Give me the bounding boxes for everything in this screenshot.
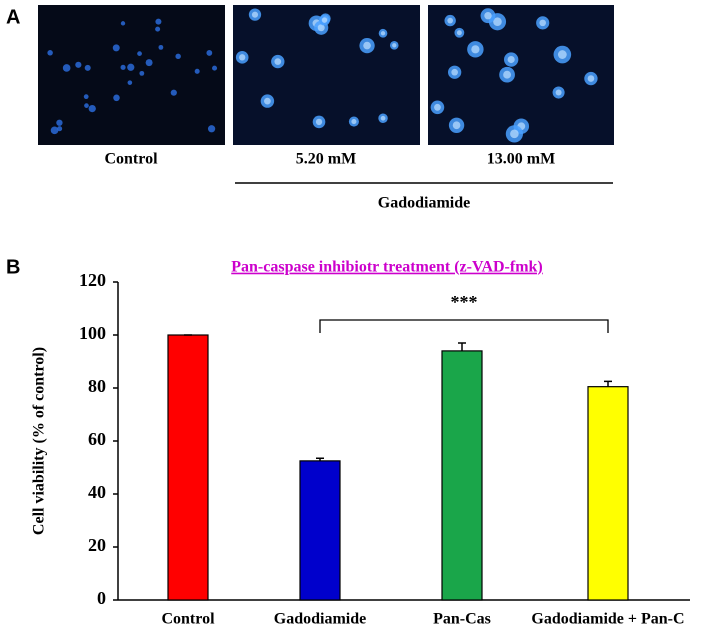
cell-core [484,12,492,20]
cell [170,89,177,96]
cell [83,94,89,100]
panel-label: A [6,6,20,28]
cell [113,94,120,102]
cell [84,64,91,71]
significance-label: *** [451,292,478,312]
cell [127,80,133,85]
image-caption: Control [104,151,158,168]
cell [155,26,161,32]
y-axis-label: Cell viability (% of control) [31,347,48,535]
cell-core [392,43,397,48]
micrograph [38,5,225,145]
cell-core [380,31,386,36]
cell-core [351,119,357,125]
cell-core [315,118,323,126]
cell-core [317,24,325,32]
cell-core [251,11,259,18]
cell [127,63,135,71]
x-tick-label: Control [161,611,215,628]
cell [158,44,164,50]
cell [57,126,63,132]
error-bar [458,342,466,351]
cell-core [274,58,282,65]
cell-core [380,115,386,121]
cell [194,68,200,74]
significance-bracket [319,319,609,333]
cell [84,103,89,108]
cell [137,51,142,57]
y-tick-label: 100 [79,323,106,343]
cell-core [264,97,271,105]
cell-core [456,30,462,36]
cell-core [587,75,595,82]
y-tick-label: 40 [88,482,106,502]
cell-core [239,54,246,61]
cell [75,61,82,68]
cell [112,44,120,52]
chart-title: Pan-caspase inhibiotr treatment (z-VAD-f… [231,259,543,276]
cell [207,125,216,133]
bar [441,350,483,601]
bar [167,334,209,601]
cell-core [363,41,371,50]
bar [587,386,629,601]
cell-core [321,17,328,23]
cell [206,50,213,56]
cell [139,70,145,76]
image-caption: 13.00 mM [487,151,555,168]
panel-label: B [6,256,20,278]
cell-core [507,55,515,64]
cell [120,21,126,26]
cell-core [447,17,454,24]
cell [56,119,63,126]
cell-core [539,19,547,27]
cell [145,59,153,67]
cell-core [451,68,458,76]
error-bar [604,380,612,387]
cell-core [471,45,480,54]
x-tick-label: Pan-Cas [433,611,491,628]
bar [299,460,341,601]
y-tick-label: 120 [79,270,106,290]
cell [88,104,96,113]
x-tick-label: Gadodiamide + Pan-C [531,611,684,628]
cell [120,64,126,70]
cell-core [557,50,567,59]
cell [212,65,218,71]
cell-core [555,89,562,96]
cell [175,53,181,60]
y-tick-label: 0 [97,588,106,608]
cell-core [493,17,502,27]
cell-core [434,103,441,111]
y-tick-label: 80 [88,376,106,396]
cell [50,126,59,135]
cell [62,64,71,72]
image-caption: 5.20 mM [296,151,356,168]
cell-core [503,70,512,79]
cell-core [510,129,519,139]
group-label: Gadodiamide [378,195,470,212]
error-bar [316,457,324,461]
y-tick-label: 20 [88,535,106,555]
cell [47,50,53,56]
cell [155,18,162,25]
cell-core [452,121,461,130]
x-tick-label: Gadodiamide [274,611,366,628]
y-tick-label: 60 [88,429,106,449]
